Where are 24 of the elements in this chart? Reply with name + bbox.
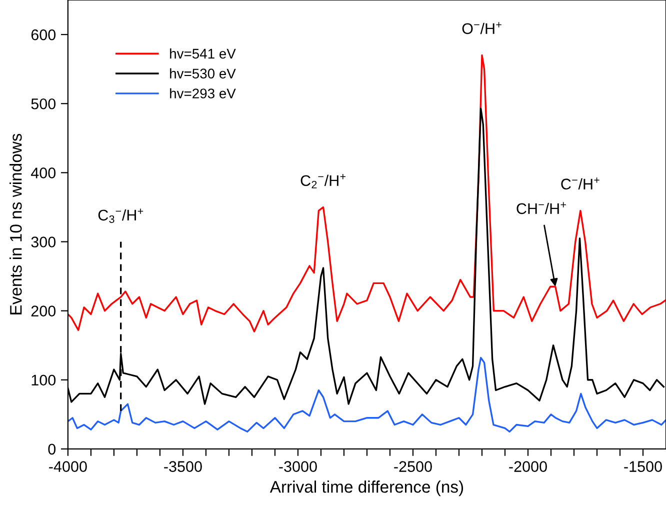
- y-tick-label: 600: [31, 29, 56, 40]
- y-tick-label: 0: [48, 444, 56, 455]
- y-tick-label: 300: [31, 236, 56, 248]
- annotation: C$_{2}$$^{−}$/H$^{+}$: [300, 174, 346, 188]
- y-tick-label: 400: [30, 168, 56, 178]
- annotation: C$^{−}$/H$^{+}$: [561, 178, 600, 190]
- x-tick-label: -2500: [394, 461, 432, 472]
- annotation: C$_{3}$$^{−}$/H$^{+}$: [98, 208, 144, 223]
- legend-label: hv=293 eV: [170, 88, 236, 98]
- y-tick-label: 200: [31, 306, 56, 316]
- x-tick-label: -4000: [49, 461, 87, 472]
- x-tick-label: -3000: [279, 461, 317, 472]
- annotation: CH$^{−}$/H$^{+}$: [516, 202, 566, 214]
- x-tick-label: -3500: [164, 461, 202, 472]
- y-tick-label: 100: [32, 374, 56, 386]
- x-tick-label: -2000: [509, 461, 547, 472]
- y-tick-label: 500: [31, 98, 56, 110]
- legend-label: hv=530 eV: [170, 68, 236, 79]
- x-tick-label: -1500: [624, 461, 662, 472]
- legend-label: hv=541 eV: [170, 48, 236, 59]
- line-series: [68, 356, 666, 433]
- y-axis-title: Events in 10 ns windows: [10, 134, 22, 314]
- x-axis-title: Arrival time difference (ns): [270, 480, 464, 496]
- annotation: O$^{−}$/H$^{+}$: [462, 22, 502, 34]
